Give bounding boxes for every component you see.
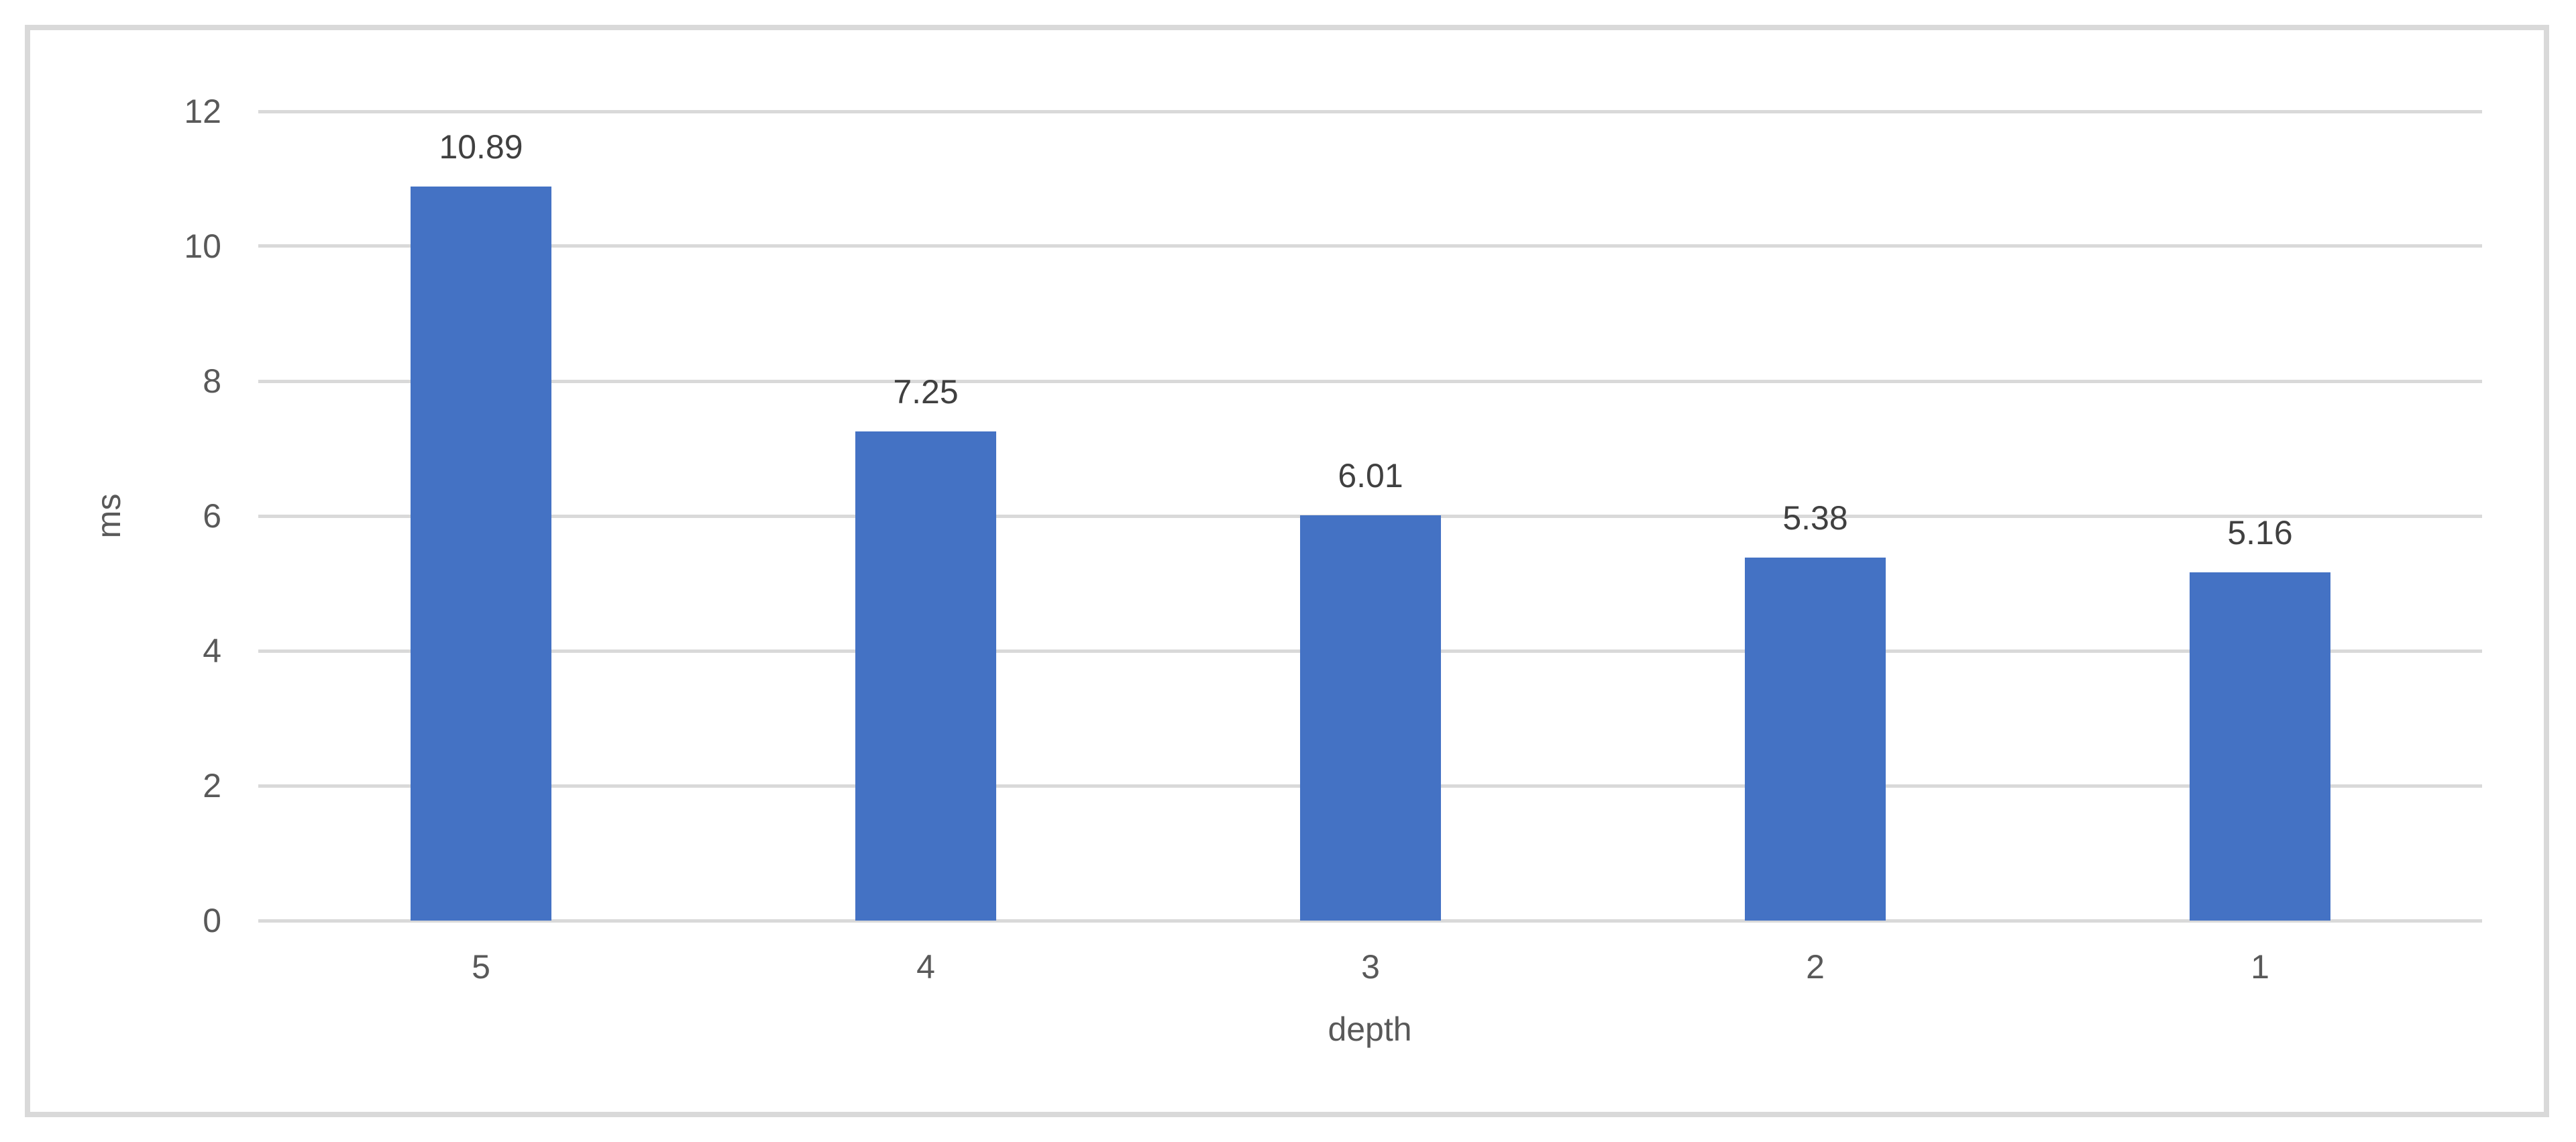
- gridline-y-12: [258, 110, 2482, 113]
- gridline-y-0: [258, 919, 2482, 923]
- plot-area: 10.89 7.25 6.01 5.38 5.16: [258, 110, 2482, 923]
- bar-depth-5: [411, 187, 551, 921]
- bar-depth-4: [855, 431, 996, 921]
- y-tick-label-12: 12: [184, 93, 221, 130]
- y-tick-label-10: 10: [184, 227, 221, 265]
- bar-depth-1: [2190, 572, 2330, 921]
- y-axis-title: ms: [90, 493, 127, 539]
- y-tick-label-2: 2: [203, 767, 221, 804]
- x-axis-title: depth: [1328, 1010, 1412, 1048]
- x-tick-label-2: 2: [1806, 948, 1825, 986]
- y-tick-label-6: 6: [203, 497, 221, 535]
- bar-data-label: 7.25: [893, 373, 959, 411]
- bar-data-label: 5.38: [1782, 499, 1848, 537]
- x-tick-label-4: 4: [916, 948, 935, 986]
- x-tick-label-5: 5: [472, 948, 490, 986]
- bar-depth-3: [1300, 515, 1441, 921]
- y-tick-label-8: 8: [203, 362, 221, 400]
- bar-data-label: 10.89: [439, 128, 523, 166]
- y-tick-label-4: 4: [203, 632, 221, 670]
- gridline-y-8: [258, 380, 2482, 383]
- bar-data-label: 6.01: [1338, 457, 1403, 495]
- y-tick-label-0: 0: [203, 902, 221, 939]
- x-tick-label-3: 3: [1361, 948, 1380, 986]
- bar-data-label: 5.16: [2227, 514, 2293, 552]
- x-tick-label-1: 1: [2251, 948, 2269, 986]
- gridline-y-10: [258, 244, 2482, 248]
- bar-depth-2: [1745, 558, 1886, 921]
